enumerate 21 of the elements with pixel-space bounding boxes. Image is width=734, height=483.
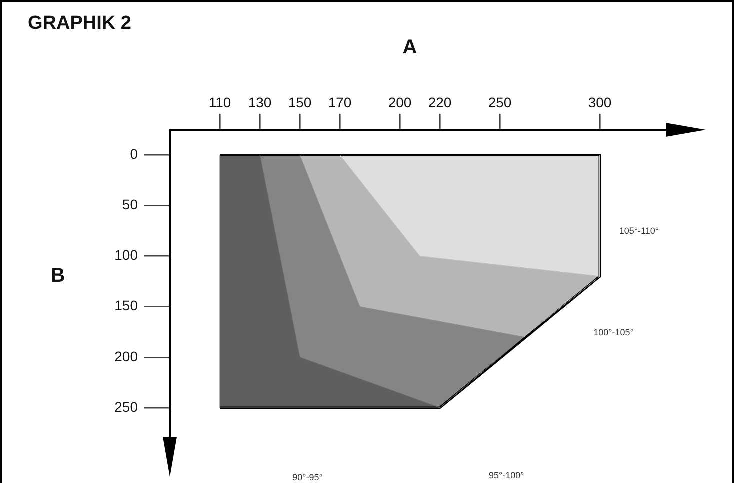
y-tick-label: 250 bbox=[114, 398, 138, 415]
x-tick-label: 250 bbox=[488, 94, 512, 110]
x-tick-label: 300 bbox=[588, 94, 612, 110]
y-tick-label: 0 bbox=[130, 146, 138, 162]
x-tick-label: 130 bbox=[248, 94, 272, 110]
x-tick-label: 220 bbox=[428, 94, 452, 110]
x-tick-label: 170 bbox=[328, 94, 352, 110]
y-tick-label: 150 bbox=[114, 298, 138, 314]
text: 100°-105° bbox=[594, 328, 634, 338]
y-tick-label: 100 bbox=[114, 247, 138, 264]
x-tick-label: 110 bbox=[208, 94, 232, 110]
chart-title: GRAPHIK 2 bbox=[28, 13, 132, 34]
y-tick-label: 200 bbox=[114, 348, 138, 364]
x-axis-title: A bbox=[402, 36, 418, 59]
text: 95°-100° bbox=[488, 470, 525, 480]
x-tick-label: 150 bbox=[288, 94, 312, 110]
text: 105°-110° bbox=[619, 226, 660, 236]
y-axis-title: B bbox=[50, 265, 66, 288]
y-tick-label: 50 bbox=[122, 196, 138, 213]
text: 90°-95° bbox=[292, 472, 324, 482]
x-tick-label: 200 bbox=[388, 94, 412, 110]
